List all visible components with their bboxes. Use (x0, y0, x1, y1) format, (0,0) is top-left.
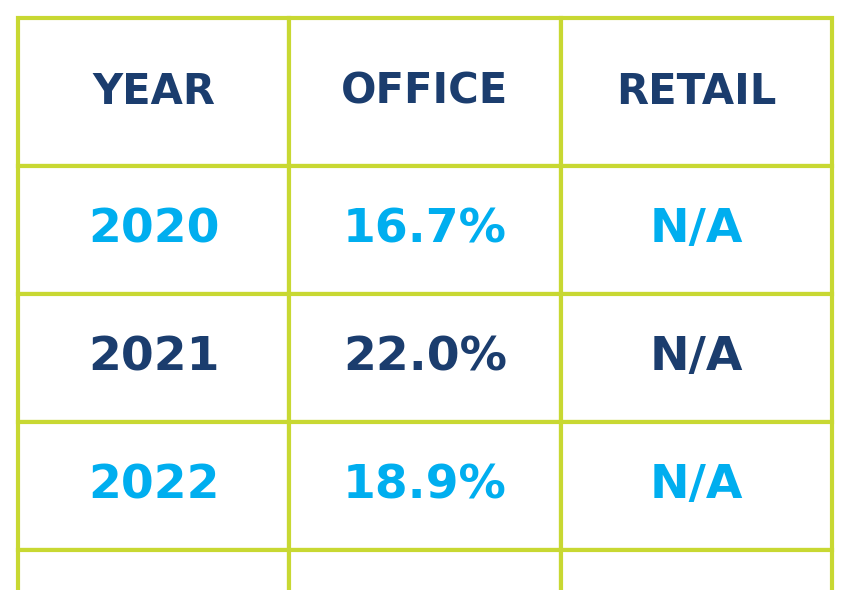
Bar (561, 550, 832, 590)
Bar (289, 294, 561, 422)
Bar (289, 18, 561, 166)
Text: N/A: N/A (649, 208, 743, 253)
Bar (561, 18, 832, 166)
Bar (561, 294, 832, 422)
Text: N/A: N/A (649, 336, 743, 381)
Bar (289, 550, 561, 590)
Bar (289, 166, 561, 294)
Bar (18, 166, 289, 294)
Bar (289, 422, 561, 550)
Text: 2020: 2020 (88, 208, 219, 253)
Text: 2022: 2022 (88, 464, 219, 509)
Bar (18, 294, 289, 422)
Bar (561, 166, 832, 294)
Text: 2021: 2021 (88, 336, 219, 381)
Bar (18, 422, 289, 550)
Text: YEAR: YEAR (92, 71, 215, 113)
Text: 16.7%: 16.7% (343, 208, 507, 253)
Text: 22.0%: 22.0% (343, 336, 507, 381)
Text: OFFICE: OFFICE (342, 71, 508, 113)
Bar (18, 18, 289, 166)
Text: RETAIL: RETAIL (616, 71, 777, 113)
Bar (561, 422, 832, 550)
Bar (18, 550, 289, 590)
Text: N/A: N/A (649, 464, 743, 509)
Text: 18.9%: 18.9% (343, 464, 507, 509)
